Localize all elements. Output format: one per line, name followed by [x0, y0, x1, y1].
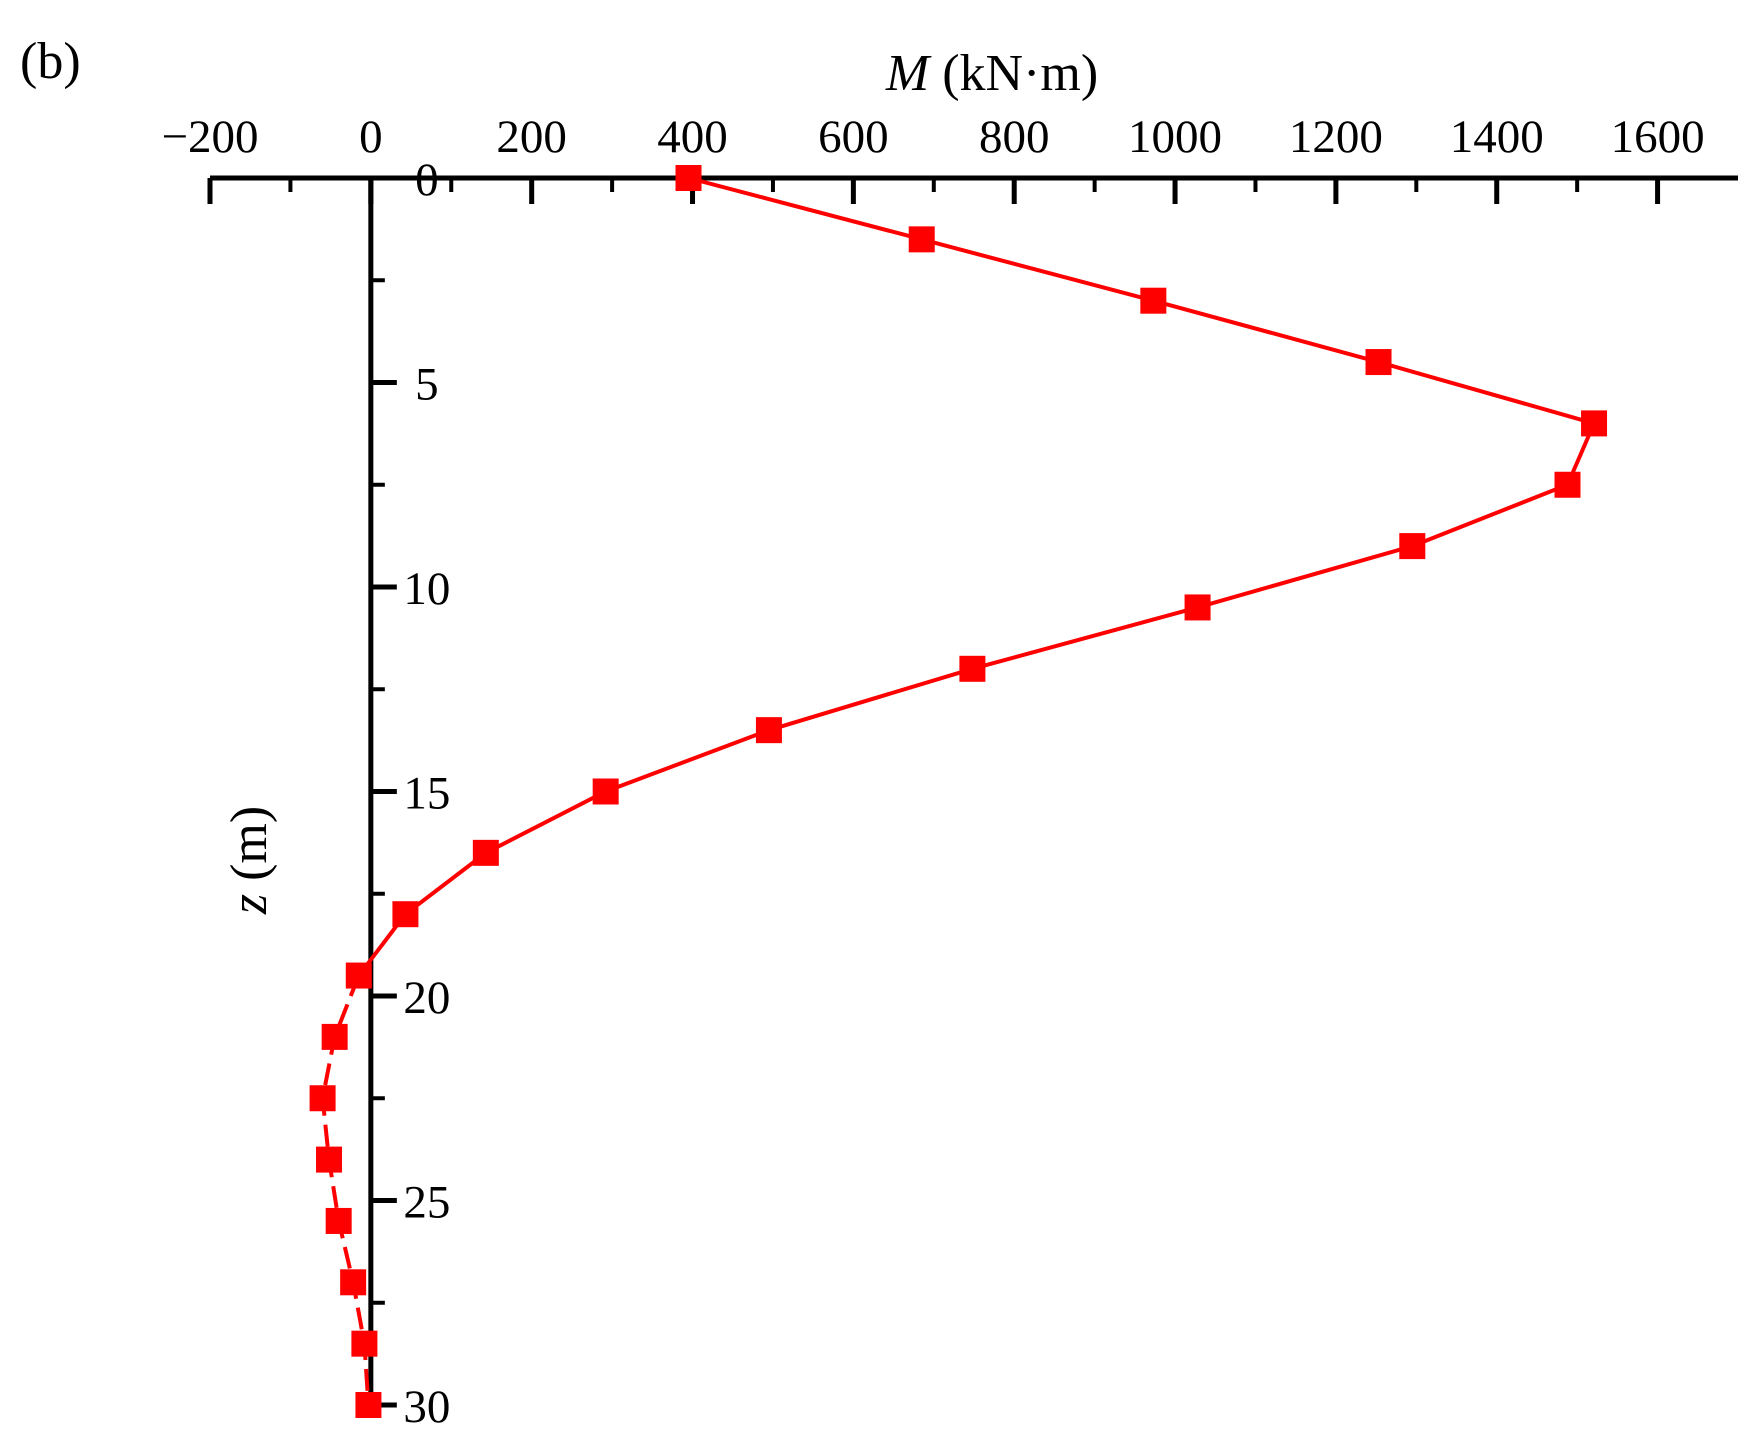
data-point-marker — [321, 1023, 348, 1050]
data-point-marker — [1365, 349, 1392, 376]
data-point-marker — [309, 1085, 336, 1112]
data-point-marker — [1554, 471, 1581, 498]
y-tick-label: 5 — [415, 359, 439, 411]
panel-label: (b) — [20, 33, 81, 90]
x-tick-label: 200 — [496, 111, 567, 163]
data-point-marker — [959, 655, 986, 682]
y-axis-title-unit: (m) — [221, 806, 278, 894]
axes: −200 0 200 400 600 800 1000 1200 1400 1600 0 5 10 15 2… — [161, 111, 1738, 1433]
y-tick-label: 30 — [403, 1381, 450, 1433]
data-point-marker — [1581, 410, 1608, 437]
y-tick-label: 20 — [403, 972, 450, 1024]
x-tick-label: 1400 — [1450, 111, 1544, 163]
data-point-marker — [355, 1392, 382, 1418]
data-series — [309, 165, 1608, 1418]
x-tick-label: 1200 — [1289, 111, 1383, 163]
x-tick-label: 600 — [818, 111, 889, 163]
x-tick-label: 800 — [979, 111, 1050, 163]
x-tick-label: 1600 — [1611, 111, 1705, 163]
y-tick-label: 15 — [403, 768, 450, 820]
y-axis-title-var: z — [221, 894, 278, 915]
data-point-marker — [1184, 594, 1211, 621]
y-tick-label: 10 — [403, 563, 450, 615]
data-point-marker — [345, 962, 372, 989]
series-line-solid — [357, 176, 1597, 977]
data-point-marker — [1399, 533, 1426, 560]
x-tick-label: 0 — [359, 111, 383, 163]
data-point-marker — [351, 1330, 378, 1357]
data-point-marker — [340, 1269, 367, 1296]
x-axis-title: M (kN·m) — [885, 45, 1098, 102]
data-point-marker — [755, 717, 782, 744]
y-tick-label: 0 — [415, 154, 439, 206]
y-tick-label: 25 — [403, 1177, 450, 1229]
data-point-marker — [592, 778, 619, 805]
data-point-marker — [325, 1207, 352, 1234]
data-point-marker — [1140, 287, 1167, 314]
x-tick-label: 400 — [657, 111, 728, 163]
data-point-marker — [472, 839, 499, 866]
x-axis-title-var: M — [885, 45, 932, 102]
x-tick-label: 1000 — [1128, 111, 1222, 163]
data-point-marker — [908, 226, 935, 253]
x-tick-label: −200 — [161, 111, 258, 163]
data-point-marker — [316, 1146, 343, 1173]
data-point-marker — [392, 901, 419, 928]
data-point-marker — [675, 165, 702, 191]
x-axis-title-unit: (kN·m) — [929, 45, 1098, 102]
y-axis-title: z (m) — [221, 806, 278, 915]
